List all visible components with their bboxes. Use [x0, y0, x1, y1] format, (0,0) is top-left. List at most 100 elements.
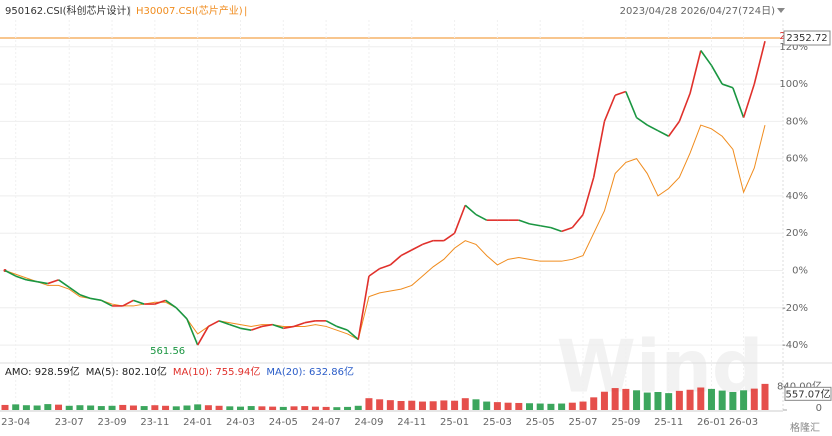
volume-bar — [418, 401, 426, 410]
volume-bar — [611, 388, 619, 410]
price-segment — [218, 320, 231, 326]
price-segment — [540, 224, 552, 229]
price-segment — [561, 226, 573, 233]
compare-name: H30007.CSI(芯片产业) — [136, 4, 243, 17]
x-tick-label: 24-09 — [354, 417, 383, 428]
volume-bar — [622, 388, 630, 410]
volume-bar — [44, 404, 52, 410]
volume-bar — [654, 392, 662, 410]
volume-bar — [333, 407, 341, 410]
volume-bar — [290, 406, 298, 410]
price-segment — [304, 320, 316, 324]
price-segment — [240, 327, 252, 331]
volume-bar — [675, 390, 683, 410]
price-segment — [357, 275, 370, 340]
price-segment — [250, 325, 263, 331]
volume-bar — [504, 402, 512, 410]
price-segment — [700, 50, 713, 66]
volume-bar — [686, 389, 694, 410]
price-segment — [165, 299, 177, 309]
price-segment — [592, 121, 606, 178]
volume-bar — [483, 401, 491, 410]
price-segment — [550, 226, 562, 233]
x-tick-label: 25-11 — [654, 417, 683, 428]
volume-bar — [750, 388, 758, 410]
logo: 格隆汇 — [790, 421, 820, 434]
x-tick-label: 26-01 — [697, 417, 726, 428]
price-segment — [325, 320, 338, 328]
price-segment — [272, 323, 284, 330]
price-segment — [79, 293, 91, 300]
volume-bar — [12, 404, 20, 410]
y-tick-label: 120% — [779, 42, 808, 53]
volume-bar — [740, 390, 748, 410]
volume-tick-label: 0 — [816, 403, 822, 414]
x-tick-label: 25-07 — [568, 417, 597, 428]
volume-bar — [633, 390, 641, 410]
price-segment — [175, 307, 188, 320]
price-segment — [15, 275, 27, 281]
volume-bar — [22, 405, 30, 410]
volume-legend: MA(10): 755.94亿 — [173, 365, 261, 378]
volume-bar — [493, 402, 501, 410]
dropdown-icon[interactable] — [777, 8, 785, 13]
price-segment — [689, 50, 702, 94]
price-segment — [4, 269, 17, 277]
volume-bar — [600, 391, 608, 410]
x-tick-label: 24-03 — [226, 417, 255, 428]
x-tick-label: 24-05 — [269, 417, 298, 428]
price-segment — [68, 286, 81, 296]
volume-bar — [461, 398, 469, 410]
price-segment — [668, 120, 681, 137]
price-segment — [636, 116, 648, 126]
volume-bar — [451, 400, 459, 410]
price-segment — [732, 87, 745, 118]
price-segment — [293, 321, 305, 328]
volume-bar — [429, 401, 437, 410]
date-range[interactable]: 2023/04/28 2026/04/27(724日) — [620, 6, 775, 17]
volume-bar — [579, 401, 587, 410]
price-segment — [475, 213, 488, 221]
separator: | — [244, 6, 247, 17]
price-segment — [721, 83, 734, 89]
separator: | — [128, 6, 131, 17]
price-segment — [464, 204, 477, 216]
volume-bar — [247, 406, 255, 410]
volume-bar — [151, 405, 159, 410]
volume-bar — [65, 405, 73, 410]
x-tick-label: 25-03 — [483, 417, 512, 428]
price-segment — [186, 318, 199, 346]
x-tick-label: 23-07 — [55, 417, 84, 428]
volume-bar — [87, 405, 95, 410]
volume-bar — [526, 403, 534, 410]
price-segment — [368, 267, 381, 277]
volume-bar — [568, 402, 576, 410]
x-tick-label: 23-11 — [140, 417, 169, 428]
y-tick-label: 100% — [779, 79, 808, 90]
volume-bar — [729, 392, 737, 410]
volume-bar — [590, 397, 598, 410]
price-segment — [453, 204, 467, 234]
volume-bar — [162, 405, 170, 410]
volume-bar — [301, 406, 309, 410]
volume-bar — [440, 400, 448, 410]
price-segment — [154, 299, 166, 305]
volume-bar — [194, 404, 202, 410]
volume-bar — [129, 405, 137, 410]
y-tick-label: 60% — [786, 154, 808, 165]
price-segment — [422, 239, 434, 246]
volume-bar — [226, 406, 234, 410]
volume-bar — [547, 403, 555, 410]
volume-marker-box — [784, 386, 832, 401]
price-segment — [261, 323, 273, 328]
y-tick-label: 0% — [792, 266, 808, 277]
price-segment — [518, 219, 530, 225]
volume-bar — [365, 398, 373, 410]
volume-marker-label: 557.07亿 — [786, 387, 831, 400]
volume-bar — [718, 390, 726, 410]
volume-legend: MA(5): 802.10亿 — [86, 365, 167, 378]
price-segment — [657, 129, 670, 137]
price-segment — [625, 91, 638, 118]
volume-bar — [172, 406, 180, 410]
